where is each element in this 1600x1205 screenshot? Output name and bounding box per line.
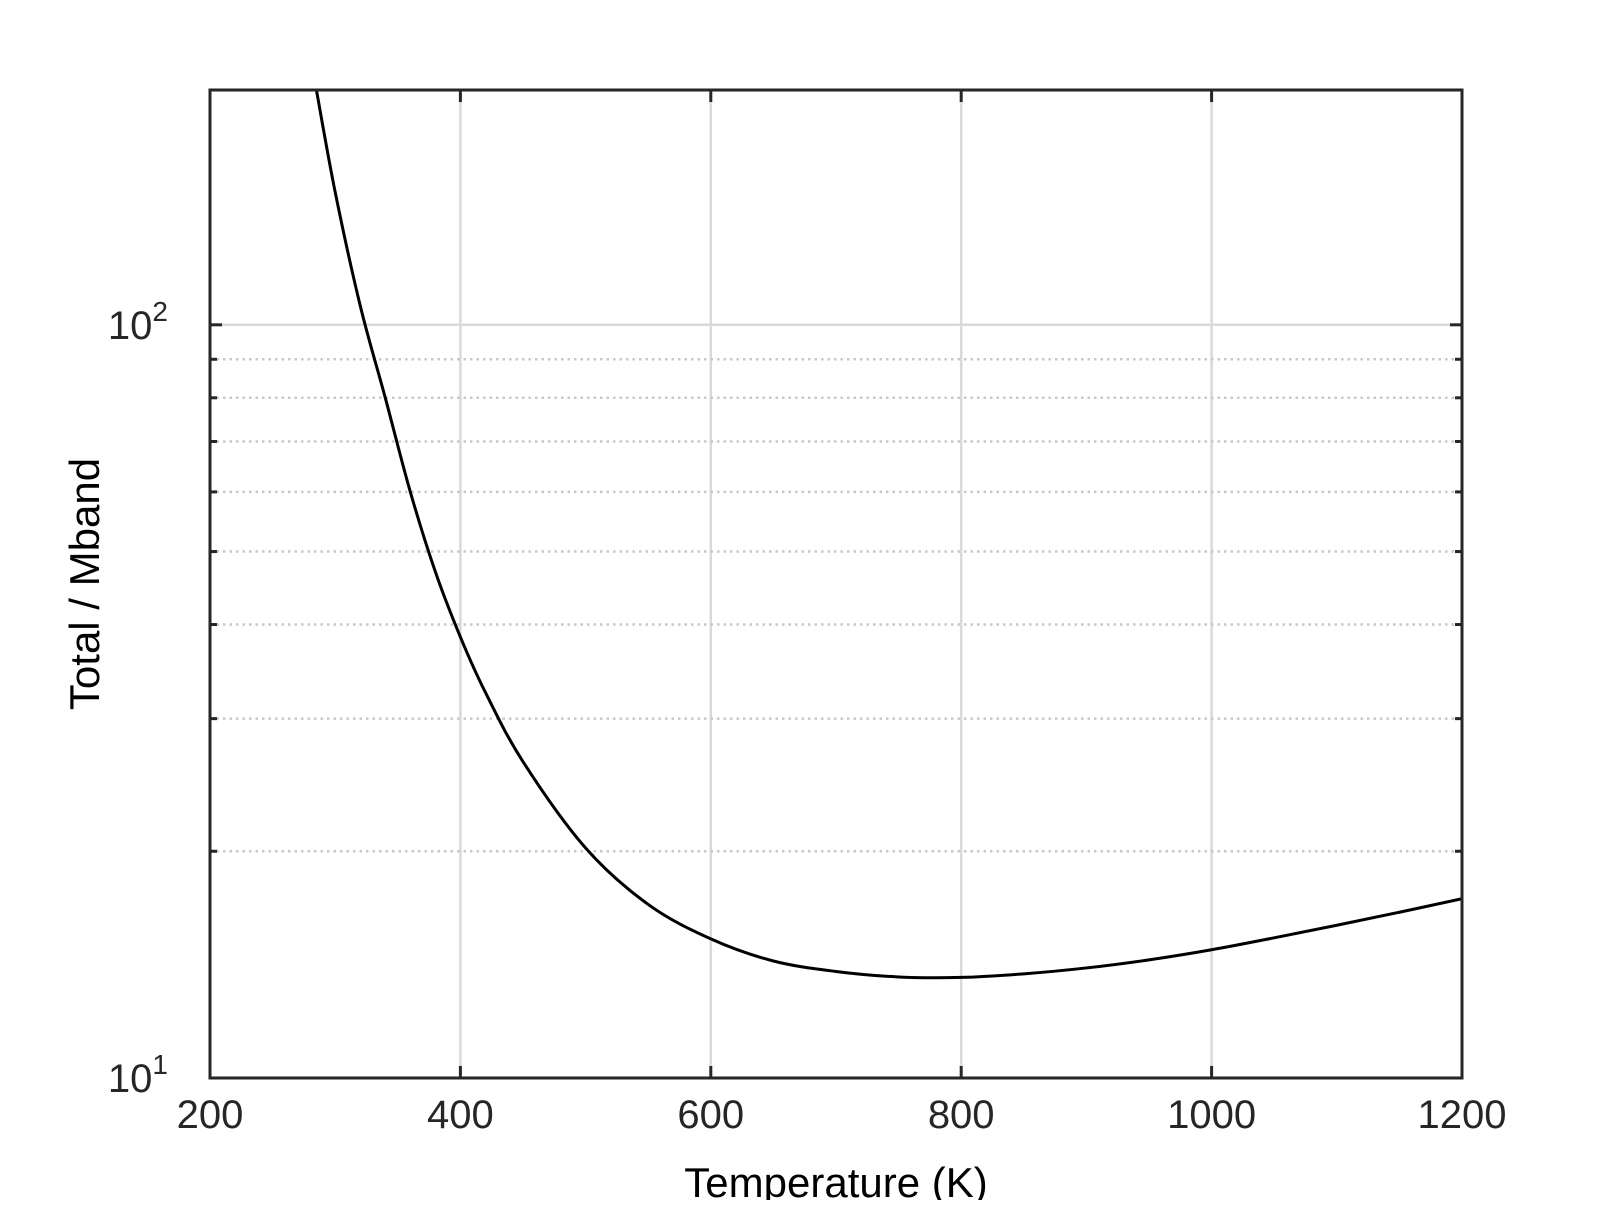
x-tick-label: 1000 — [1167, 1093, 1256, 1137]
x-tick-label: 400 — [427, 1093, 494, 1137]
y-axis-label: Total / Mband — [61, 458, 108, 710]
x-axis-label: Temperature (K) — [684, 1159, 987, 1200]
y-tick-label: 102 — [108, 296, 168, 348]
series-layer — [314, 90, 1462, 980]
y-tick-label: 101 — [108, 1049, 168, 1101]
series-line — [314, 90, 1462, 980]
x-tick-labels: 200 400 600 800 1000 1200 — [177, 1093, 1507, 1137]
x-tick-label: 800 — [928, 1093, 995, 1137]
y-tick-labels: 101 102 — [108, 296, 168, 1101]
x-tick-label: 1200 — [1418, 1093, 1507, 1137]
x-tick-label: 200 — [177, 1093, 244, 1137]
grid — [210, 90, 1462, 1078]
plot-frame — [208, 88, 1464, 1080]
x-tick-label: 600 — [677, 1093, 744, 1137]
